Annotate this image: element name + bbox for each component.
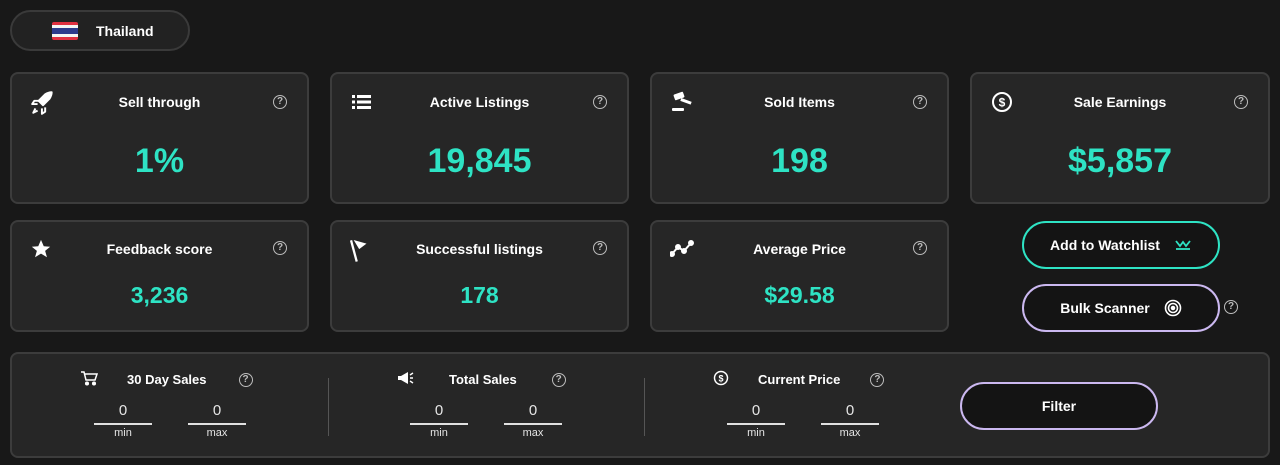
filter-group-total-sales: Total Sales ? 0 min 0 max — [396, 354, 616, 456]
min-label: min — [747, 427, 765, 439]
svg-text:$: $ — [718, 374, 723, 384]
stat-title: Sold Items — [764, 94, 835, 110]
stat-value: 1% — [134, 142, 185, 180]
stat-title: Sell through — [118, 94, 201, 110]
help-icon[interactable]: ? — [593, 95, 607, 109]
stat-card-feedback-score: Feedback score ? 3,236 — [10, 220, 309, 332]
help-icon[interactable]: ? — [551, 372, 566, 387]
stat-value: 3,236 — [130, 282, 189, 308]
min-value[interactable]: 0 — [118, 402, 128, 419]
stat-value: 19,845 — [427, 142, 532, 180]
max-value[interactable]: 0 — [528, 402, 538, 419]
stat-value: $29.58 — [764, 282, 835, 308]
filter-panel: 30 Day Sales ? 0 min 0 max Total Sales ?… — [10, 352, 1270, 458]
min-field[interactable]: 0 min — [94, 402, 152, 439]
dollar-circle-icon: $ — [713, 370, 731, 388]
stat-value: 178 — [460, 282, 499, 308]
stat-card-active-listings: Active Listings ? 19,845 — [330, 72, 629, 204]
min-value[interactable]: 0 — [751, 402, 761, 419]
help-icon[interactable]: ? — [1234, 95, 1248, 109]
max-label: max — [522, 427, 544, 439]
stat-title: Feedback score — [106, 241, 213, 257]
min-field[interactable]: 0 min — [727, 402, 785, 439]
watchlist-label: Add to Watchlist — [1050, 237, 1160, 253]
help-icon[interactable]: ? — [238, 372, 253, 387]
country-selector[interactable]: Thailand — [10, 10, 190, 51]
help-icon[interactable]: ? — [273, 95, 287, 109]
gavel-icon — [670, 90, 694, 114]
filter-button[interactable]: Filter — [960, 382, 1158, 430]
star-icon — [30, 238, 54, 262]
rocket-icon — [30, 90, 54, 115]
svg-text:$: $ — [999, 96, 1006, 110]
stat-title: Successful listings — [416, 241, 543, 257]
divider — [328, 378, 329, 436]
help-icon[interactable]: ? — [1224, 300, 1238, 314]
trend-line-icon — [669, 238, 694, 262]
stat-card-successful-listings: Successful listings ? 178 — [330, 220, 629, 332]
help-icon[interactable]: ? — [870, 372, 885, 387]
min-field[interactable]: 0 min — [410, 402, 468, 439]
min-label: min — [430, 427, 448, 439]
max-field[interactable]: 0 max — [504, 402, 562, 439]
stat-card-average-price: Average Price ? $29.58 — [650, 220, 949, 332]
filter-title: 30 Day Sales — [127, 372, 207, 387]
target-icon — [1164, 299, 1182, 317]
filter-button-label: Filter — [1041, 398, 1077, 414]
help-icon[interactable]: ? — [273, 241, 287, 255]
filter-group-current-price: $ Current Price ? 0 min 0 max — [713, 354, 933, 456]
bulk-scanner-button[interactable]: Bulk Scanner — [1022, 284, 1220, 332]
help-icon[interactable]: ? — [593, 241, 607, 255]
cart-icon — [80, 370, 99, 388]
max-value[interactable]: 0 — [212, 402, 222, 419]
filter-title: Current Price — [758, 372, 841, 387]
bulk-scanner-label: Bulk Scanner — [1060, 300, 1150, 316]
min-label: min — [114, 427, 132, 439]
stat-card-sold-items: Sold Items ? 198 — [650, 72, 949, 204]
max-value[interactable]: 0 — [845, 402, 855, 419]
divider — [644, 378, 645, 436]
dollar-circle-icon: $ — [990, 90, 1014, 114]
stat-value: 198 — [771, 142, 828, 180]
watchlist-icon — [1174, 239, 1192, 251]
stat-title: Average Price — [753, 241, 846, 257]
max-field[interactable]: 0 max — [188, 402, 246, 439]
filter-group-30-day-sales: 30 Day Sales ? 0 min 0 max — [80, 354, 300, 456]
megaphone-icon — [396, 370, 414, 388]
min-value[interactable]: 0 — [434, 402, 444, 419]
filter-title: Total Sales — [449, 372, 517, 387]
help-icon[interactable]: ? — [913, 241, 927, 255]
stat-title: Active Listings — [429, 94, 530, 110]
country-name: Thailand — [96, 22, 154, 39]
thailand-flag-icon — [52, 21, 78, 40]
help-icon[interactable]: ? — [913, 95, 927, 109]
stat-card-sell-through: Sell through ? 1% — [10, 72, 309, 204]
flag-icon — [349, 238, 374, 262]
max-label: max — [839, 427, 861, 439]
list-icon — [350, 90, 374, 114]
max-field[interactable]: 0 max — [821, 402, 879, 439]
stat-card-sale-earnings: $ Sale Earnings ? $5,857 — [970, 72, 1270, 204]
max-label: max — [206, 427, 228, 439]
add-to-watchlist-button[interactable]: Add to Watchlist — [1022, 221, 1220, 269]
stat-value: $5,857 — [1068, 142, 1172, 180]
stat-title: Sale Earnings — [1073, 94, 1167, 110]
